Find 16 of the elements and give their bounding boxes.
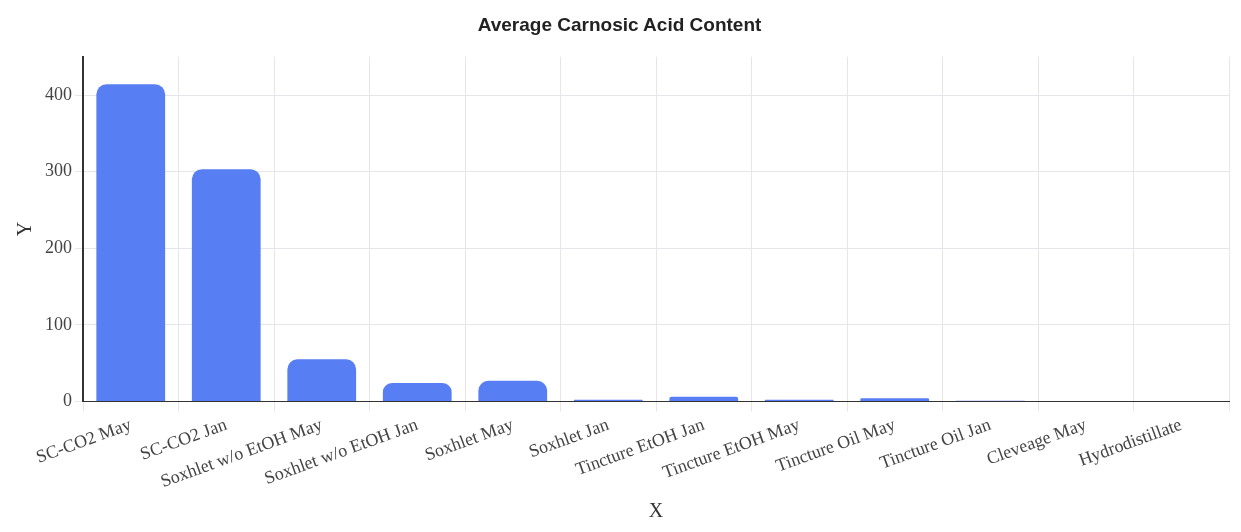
y-tick-label: 100 [45, 313, 72, 334]
x-axis-title: X [648, 499, 664, 522]
bar [478, 380, 548, 401]
y-axis-title: Y [13, 221, 36, 237]
bar [96, 84, 166, 401]
y-tick-label: 0 [63, 390, 72, 411]
bar [860, 398, 930, 401]
y-tick-label: 300 [45, 160, 72, 181]
bar [669, 396, 739, 401]
y-tick-label: 400 [45, 83, 72, 104]
bar [382, 383, 452, 401]
y-tick-label: 200 [45, 236, 72, 257]
x-tick-label: Soxhlet May [421, 413, 516, 465]
bar [287, 359, 357, 401]
bar [191, 169, 261, 401]
chart-title: Average Carnosic Acid Content [477, 13, 762, 35]
